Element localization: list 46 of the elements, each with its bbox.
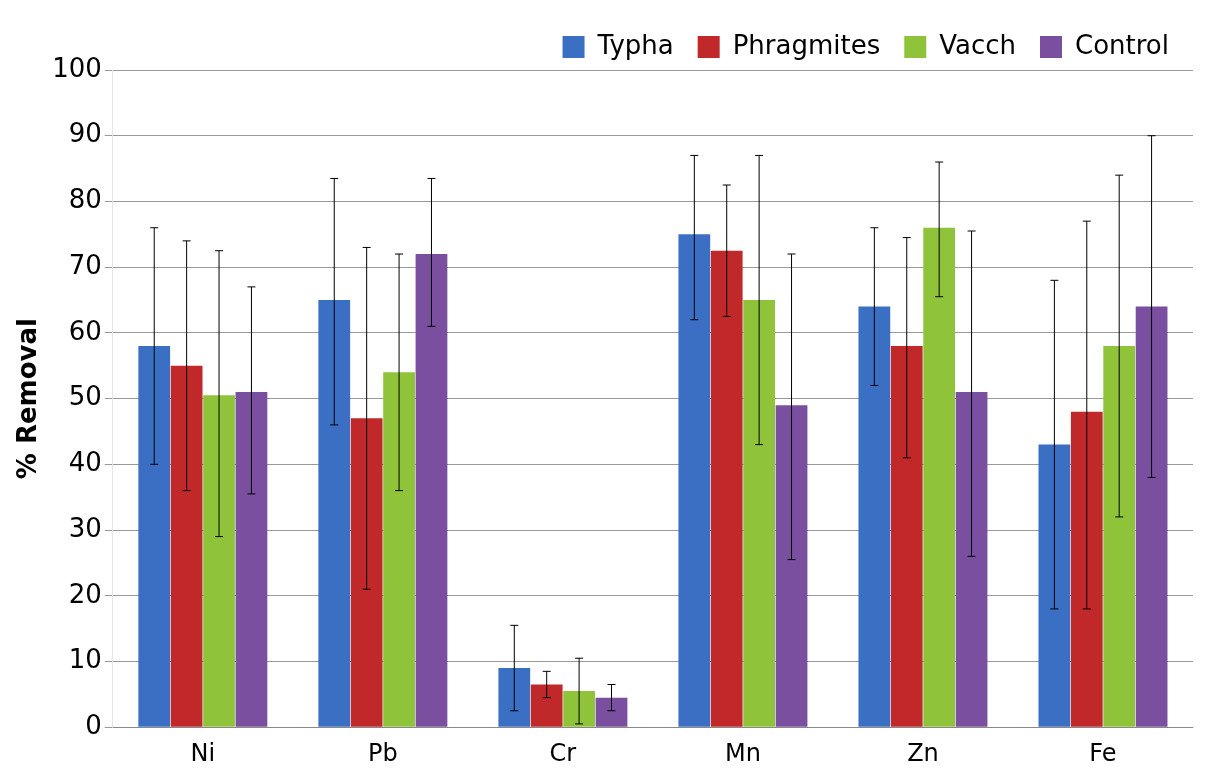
y-tick-label: 70 (68, 249, 102, 280)
y-tick-label: 0 (85, 709, 102, 740)
bar (923, 227, 956, 727)
bar (595, 697, 628, 727)
bar (1135, 306, 1168, 727)
y-tick-label: 50 (68, 381, 102, 412)
bar (350, 418, 383, 727)
bar (563, 691, 595, 727)
y-tick-label: 40 (68, 447, 102, 478)
y-tick-label: 80 (68, 184, 102, 215)
bar (383, 372, 415, 727)
bar (203, 395, 235, 727)
legend-label: Typha (596, 29, 674, 60)
legend-label: Vacch (939, 29, 1017, 60)
bar (1038, 444, 1071, 727)
x-tick-label: Zn (907, 738, 939, 767)
x-tick-label: Ni (190, 738, 216, 767)
legend-label: Control (1075, 29, 1169, 60)
bar (235, 392, 268, 727)
y-tick-label: 90 (68, 118, 102, 149)
bar (530, 684, 563, 727)
bar (955, 392, 988, 727)
x-tick-label: Mn (724, 738, 761, 767)
y-tick-label: 30 (68, 512, 102, 543)
bar (1103, 346, 1136, 727)
bar (1070, 411, 1103, 727)
y-tick-label: 20 (68, 578, 102, 609)
legend-label: Phragmites (732, 29, 881, 60)
bar (498, 668, 531, 727)
bar (170, 365, 203, 727)
bar (890, 346, 923, 727)
bar (318, 300, 351, 727)
x-tick-label: Pb (368, 738, 398, 767)
bar (138, 346, 171, 727)
x-tick-label: Fe (1089, 738, 1117, 767)
y-tick-label: 10 (68, 644, 102, 675)
bar (710, 250, 743, 727)
bar (415, 254, 448, 727)
y-axis-title: % Removal (12, 318, 43, 480)
bar (858, 306, 891, 727)
bar (743, 300, 776, 727)
y-tick-label: 100 (52, 52, 102, 83)
x-tick-label: Cr (549, 738, 577, 767)
bar (678, 234, 711, 727)
y-tick-label: 60 (68, 315, 102, 346)
bar (775, 405, 808, 727)
